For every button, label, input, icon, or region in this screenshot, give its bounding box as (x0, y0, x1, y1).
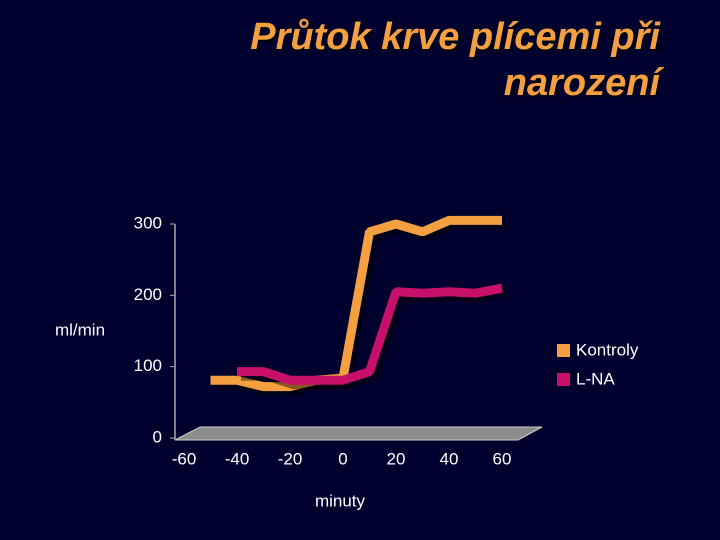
y-tick-label: 300 (134, 213, 162, 232)
series-line (237, 283, 503, 385)
legend-label: Kontroly (576, 340, 639, 359)
y-tick-label: 100 (134, 356, 162, 375)
x-tick-label: -20 (278, 449, 303, 468)
y-tick-label: 0 (153, 427, 162, 446)
x-tick-label: 60 (493, 449, 512, 468)
legend-swatch (557, 373, 570, 386)
x-axis-label: minuty (315, 491, 366, 510)
legend-swatch (557, 344, 570, 357)
y-axis-label: ml/min (55, 320, 105, 339)
series-line (210, 215, 502, 392)
x-tick-label: 20 (387, 449, 406, 468)
legend-label: L-NA (576, 369, 615, 388)
x-tick-label: -40 (225, 449, 250, 468)
x-tick-label: 40 (440, 449, 459, 468)
x-tick-label: -60 (172, 449, 197, 468)
x-tick-label: 0 (338, 449, 347, 468)
chart-title: Průtok krve plícemi při narození (250, 16, 660, 104)
floor (174, 426, 543, 441)
y-tick-label: 200 (134, 285, 162, 304)
